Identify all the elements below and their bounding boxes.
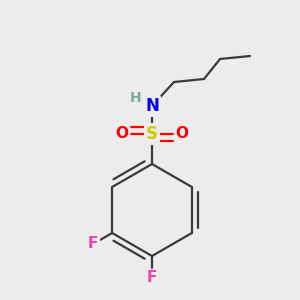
Text: F: F: [88, 236, 98, 251]
Text: N: N: [145, 97, 159, 115]
Text: S: S: [146, 125, 158, 143]
Text: O: O: [116, 127, 128, 142]
Text: F: F: [147, 271, 157, 286]
Text: O: O: [176, 127, 188, 142]
Text: H: H: [130, 91, 142, 105]
